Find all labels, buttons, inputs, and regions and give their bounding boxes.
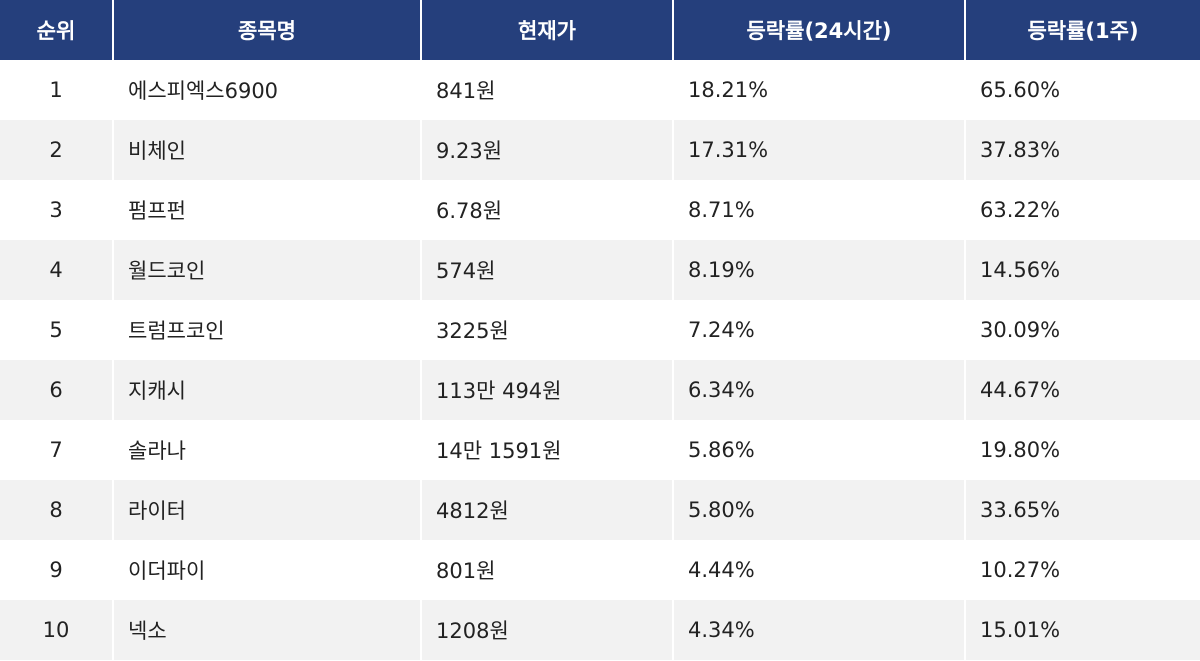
table-cell: 8.71% (672, 180, 965, 240)
table-row: 9 이더파이 801원 4.44% 10.27% (0, 540, 1200, 600)
table-cell: 넥소 (112, 600, 421, 660)
table-cell: 8.19% (672, 240, 965, 300)
table-cell: 4 (0, 240, 113, 300)
table-row: 2 비체인 9.23원 17.31% 37.83% (0, 120, 1200, 180)
header-cell: 종목명 (112, 0, 421, 60)
table-cell: 9 (49, 558, 63, 582)
table-body: 1 에스피엑스6900 841원 18.21% 65.60% 2 비체인 9.23원 17.31… (0, 60, 1200, 660)
table-cell: 801원 (420, 540, 673, 600)
table-cell: 1208원 (420, 600, 673, 660)
table-cell: 8 (0, 480, 113, 540)
table-cell: 63.22% (964, 180, 1200, 240)
table-cell: 10 (0, 600, 113, 660)
table-cell: 574원 (420, 240, 673, 300)
table-cell: 2 (0, 120, 113, 180)
header-cell: 등락률(1주) (964, 0, 1200, 60)
table-row: 6 지캐시 113만 494원 6.34% 44.67% (0, 360, 1200, 420)
header-cell: 등락률(24시간) (672, 0, 965, 60)
table-cell: 17.31% (672, 120, 965, 180)
header-row: 순위 종목명 현재가 등락률(24시간) 등락률(1주) (0, 0, 1200, 60)
table-cell: 18.21% (672, 60, 965, 120)
table-cell: 5.80% (672, 480, 965, 540)
table-cell: 트럼프코인 (112, 300, 421, 360)
table-cell: 비체인 (112, 120, 421, 180)
table-cell: 113만 494원 (420, 360, 673, 420)
table-cell: 4.34% (672, 600, 965, 660)
table-cell: 이더파이 (112, 540, 421, 600)
table-cell: 6.34% (672, 360, 965, 420)
table-cell: 에스피엑스6900 (112, 60, 421, 120)
table-row: 7 솔라나 14만 1591원 5.86% 19.80% (0, 420, 1200, 480)
table-cell: 3225원 (420, 300, 673, 360)
table-cell: 월드코인 (112, 240, 421, 300)
table-cell: 19.80% (964, 420, 1200, 480)
table-row: 10 넥소 1208원 4.34% 15.01% (0, 600, 1200, 660)
table-cell: 7.24% (672, 300, 965, 360)
table-cell: 33.65% (964, 480, 1200, 540)
table-row: 8 라이터 4812원 5.80% 33.65% (0, 480, 1200, 540)
table-cell: 14.56% (964, 240, 1200, 300)
table-row: 5 트럼프코인 3225원 7.24% 30.09% (0, 300, 1200, 360)
table-cell: 841원 (420, 60, 673, 120)
table-cell: 65.60% (964, 60, 1200, 120)
table-cell: 6.78원 (420, 180, 673, 240)
table-cell: 지캐시 (112, 360, 421, 420)
table-cell: 4812원 (420, 480, 673, 540)
header-cell: 현재가 (420, 0, 673, 60)
table-cell: 10.27% (964, 540, 1200, 600)
table-cell: 9.23원 (420, 120, 673, 180)
table-cell: 4.44% (672, 540, 965, 600)
table-cell: 5 (49, 318, 63, 342)
table-cell: 37.83% (964, 120, 1200, 180)
table-cell: 펌프펀 (112, 180, 421, 240)
table-row: 4 월드코인 574원 8.19% 14.56% (0, 240, 1200, 300)
table-cell: 14만 1591원 (420, 420, 673, 480)
table-cell: 44.67% (964, 360, 1200, 420)
table-cell: 솔라나 (112, 420, 421, 480)
table-cell: 1 (49, 78, 63, 102)
table-cell: 3 (49, 198, 63, 222)
table-row: 1 에스피엑스6900 841원 18.21% 65.60% (0, 60, 1200, 120)
table-cell: 15.01% (964, 600, 1200, 660)
header-cell: 순위 (0, 0, 113, 60)
table-cell: 30.09% (964, 300, 1200, 360)
table-cell: 5.86% (672, 420, 965, 480)
table-cell: 라이터 (112, 480, 421, 540)
table-cell: 7 (49, 438, 63, 462)
table-row: 3 펌프펀 6.78원 8.71% 63.22% (0, 180, 1200, 240)
table-cell: 6 (0, 360, 113, 420)
